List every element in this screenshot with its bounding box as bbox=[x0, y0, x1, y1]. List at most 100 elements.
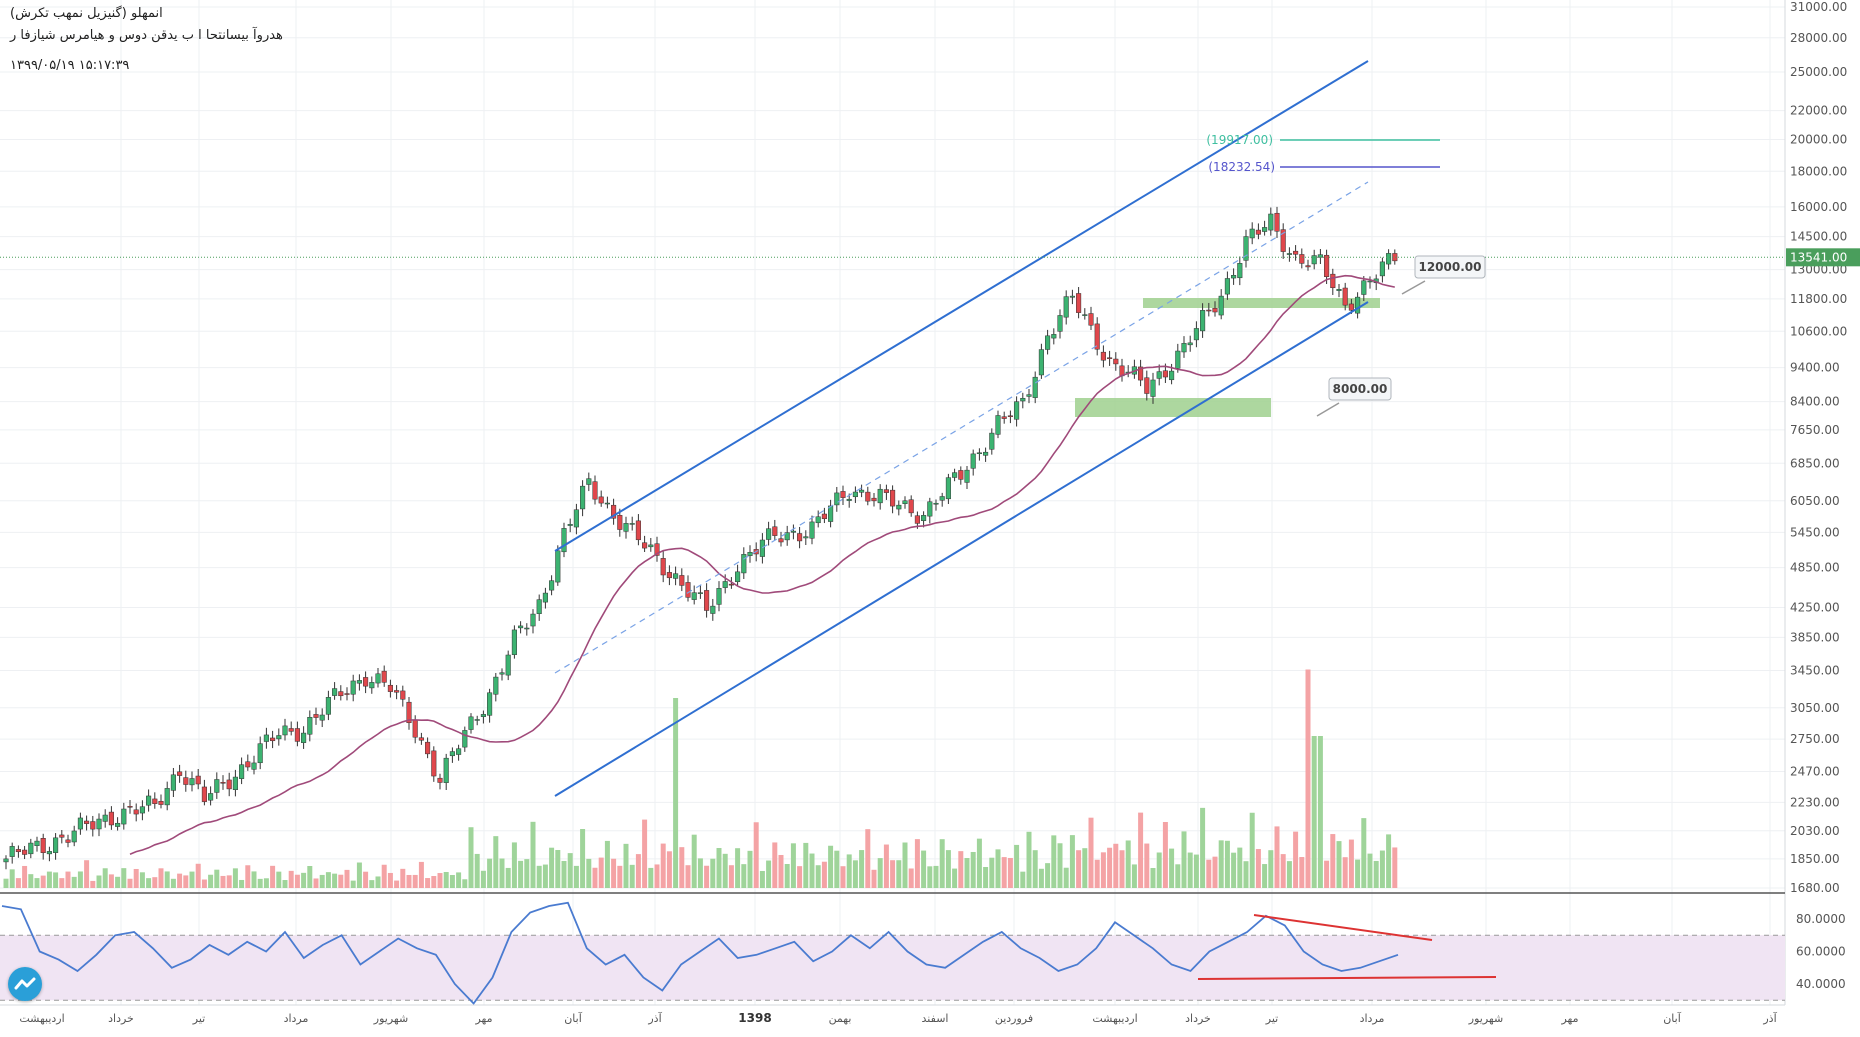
candle-body bbox=[1212, 308, 1218, 313]
volume-bar bbox=[350, 880, 356, 888]
volume-bar bbox=[1330, 834, 1336, 888]
volume-bar bbox=[629, 864, 635, 888]
month-label: تیر bbox=[1265, 1012, 1278, 1025]
candle-body bbox=[685, 582, 691, 598]
candle-body bbox=[536, 599, 542, 614]
volume-bar bbox=[927, 866, 933, 888]
month-label: اسفند bbox=[922, 1012, 949, 1025]
volume-bar bbox=[499, 858, 505, 888]
candle-body bbox=[71, 830, 77, 843]
volume-bar bbox=[1169, 848, 1175, 888]
candle-body bbox=[995, 415, 1001, 435]
volume-bar bbox=[1392, 847, 1398, 888]
volume-bar bbox=[71, 876, 77, 888]
volume-bar bbox=[363, 871, 369, 888]
fib-label-2: (18232.54) bbox=[1208, 160, 1275, 174]
candle-body bbox=[226, 779, 232, 790]
price-tick-label: 5450.00 bbox=[1790, 525, 1840, 539]
candle-body bbox=[989, 432, 995, 450]
volume-bar bbox=[412, 874, 418, 888]
volume-bar bbox=[1113, 843, 1119, 888]
volume-bar bbox=[555, 850, 561, 888]
candle-body bbox=[964, 469, 970, 483]
candle-body bbox=[251, 762, 257, 770]
candle-body bbox=[406, 701, 412, 724]
candle-body bbox=[617, 515, 623, 530]
price-tick-label: 7650.00 bbox=[1790, 423, 1840, 437]
volume-bar bbox=[1268, 850, 1274, 888]
candle-body bbox=[567, 524, 573, 526]
candle-body bbox=[908, 499, 914, 514]
candle-body bbox=[152, 798, 158, 804]
volume-bar bbox=[288, 870, 294, 888]
candle-body bbox=[1026, 394, 1032, 397]
volume-bar bbox=[1218, 840, 1224, 888]
candle-body bbox=[828, 505, 834, 522]
month-label: اردیبهشت bbox=[1092, 1012, 1137, 1025]
rsi-band bbox=[0, 935, 1785, 1001]
volume-bar bbox=[127, 878, 133, 888]
price-tick-label: 14500.00 bbox=[1790, 230, 1847, 244]
volume-bar bbox=[604, 840, 610, 888]
candle-body bbox=[1262, 227, 1268, 232]
tradingview-logo-icon[interactable] bbox=[8, 967, 42, 1001]
candle-body bbox=[189, 778, 195, 786]
candle-body bbox=[1348, 303, 1354, 311]
volume-bar bbox=[505, 867, 511, 888]
candle-body bbox=[1094, 323, 1100, 350]
candle-body bbox=[46, 851, 52, 855]
candle-body bbox=[133, 809, 139, 815]
volume-bar bbox=[902, 842, 908, 888]
candle-body bbox=[1107, 357, 1113, 359]
support-zones bbox=[1075, 298, 1380, 417]
candle-body bbox=[257, 743, 263, 764]
price-tick-label: 10600.00 bbox=[1790, 324, 1847, 338]
candle-body bbox=[592, 481, 598, 500]
month-label: شهریور bbox=[1468, 1012, 1503, 1025]
volume-bar bbox=[741, 864, 747, 888]
volume-bar bbox=[84, 860, 90, 888]
time-axis: اردیبهشت خرداد تیر مرداد شهریور مهر آبان آذر 139… bbox=[0, 1004, 1785, 1025]
volume-bar bbox=[139, 872, 145, 888]
price-tick-label: 25000.00 bbox=[1790, 65, 1847, 79]
candle-body bbox=[1032, 376, 1038, 398]
candle-body bbox=[443, 757, 449, 783]
volume-bar bbox=[338, 874, 344, 888]
candle-body bbox=[1367, 280, 1373, 283]
volume-bar bbox=[1193, 854, 1199, 888]
candle-body bbox=[604, 502, 610, 505]
volume-bar bbox=[821, 861, 827, 888]
volume-bar bbox=[939, 839, 945, 888]
candle-body bbox=[412, 719, 418, 738]
volume-bar bbox=[958, 851, 964, 888]
candle-body bbox=[170, 774, 176, 791]
volume-bar bbox=[1181, 831, 1187, 888]
candle-body bbox=[840, 491, 846, 498]
candle-body bbox=[1324, 254, 1330, 277]
volume-bar bbox=[1311, 736, 1317, 888]
candle-body bbox=[691, 592, 697, 600]
volume-bar bbox=[375, 876, 381, 888]
volume-bar bbox=[890, 860, 896, 888]
volume-bar bbox=[989, 857, 995, 888]
volume-bar bbox=[1231, 852, 1237, 888]
candle-body bbox=[1169, 370, 1175, 381]
volume-bar bbox=[108, 874, 114, 888]
candle-body bbox=[877, 488, 883, 504]
rsi-tick-label: 80.0000 bbox=[1796, 912, 1846, 926]
candle-body bbox=[3, 858, 9, 863]
candle-body bbox=[580, 485, 586, 510]
month-label: فروردین bbox=[995, 1012, 1033, 1025]
volume-bar bbox=[797, 866, 803, 888]
volume-bar bbox=[474, 853, 480, 888]
volume-bar bbox=[307, 865, 313, 888]
volume-bar bbox=[462, 879, 468, 888]
month-label: آذر bbox=[647, 1011, 662, 1025]
month-label: مهر bbox=[1560, 1012, 1578, 1025]
volume-bar bbox=[865, 829, 871, 888]
candle-body bbox=[1088, 313, 1094, 326]
rsi-divergence-upper bbox=[1253, 914, 1433, 941]
candle-body bbox=[15, 849, 21, 853]
volume-bar bbox=[59, 878, 65, 888]
